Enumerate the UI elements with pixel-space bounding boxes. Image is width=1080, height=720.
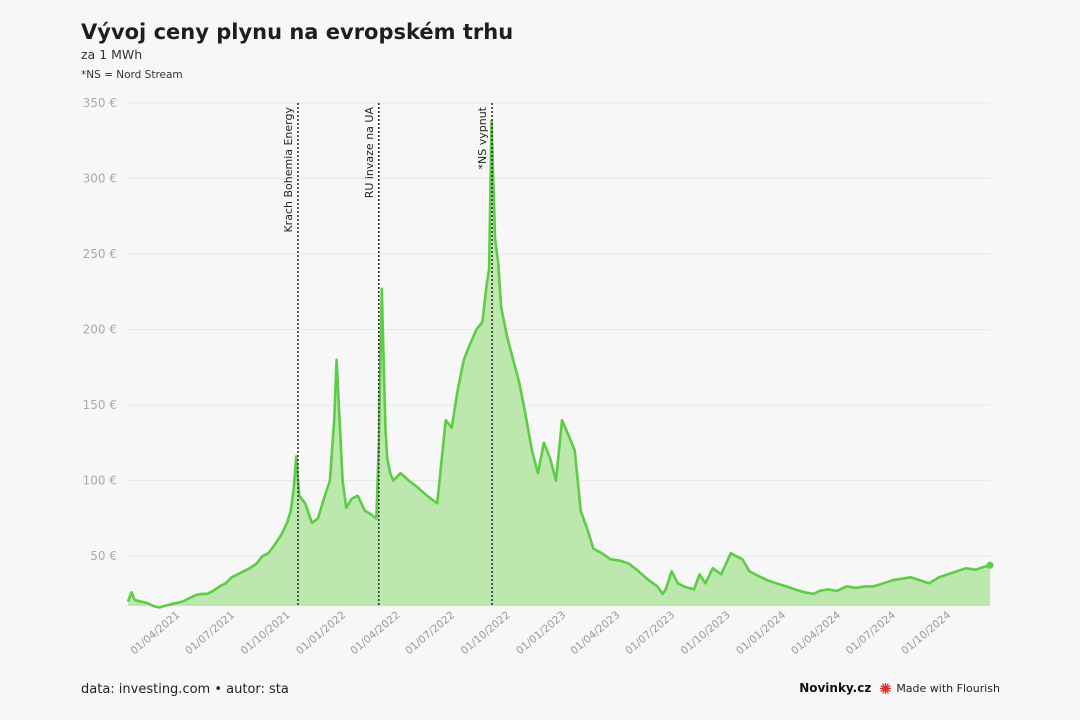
y-tick-label: 300 € [83, 172, 117, 186]
x-tick-label: 01/07/2022 [403, 609, 457, 657]
x-tick-label: 01/01/2022 [294, 609, 348, 657]
made-with-flourish-link[interactable]: Made with Flourish [879, 682, 1000, 695]
x-tick-label: 01/04/2023 [568, 609, 622, 657]
y-tick-label: 200 € [83, 323, 117, 337]
x-tick-label: 01/04/2024 [789, 609, 843, 657]
annotation-label: *NS vypnut [476, 106, 489, 169]
x-tick-label: 01/10/2024 [899, 609, 953, 657]
annotation-label: RU invaze na UA [363, 107, 376, 199]
x-tick-label: 01/07/2021 [183, 609, 237, 657]
footnote-note: *NS = Nord Stream [81, 69, 183, 81]
series-line [126, 119, 991, 609]
brand-logo[interactable]: Novinky.cz [799, 681, 872, 695]
series-area [128, 121, 990, 608]
grid-lines [128, 102, 990, 557]
y-tick-label: 350 € [83, 96, 117, 110]
annotations: Krach Bohemia Energy RU invaze na UA *NS v… [282, 103, 493, 606]
y-tick-label: 250 € [83, 247, 117, 261]
x-tick-label: 01/07/2024 [844, 609, 898, 657]
x-tick-label: 01/10/2023 [679, 609, 733, 657]
flourish-icon [880, 682, 892, 694]
y-tick-label: 100 € [83, 474, 117, 488]
x-tick-label: 01/04/2022 [348, 609, 402, 657]
x-tick-label: 01/04/2021 [128, 609, 182, 657]
x-tick-label: 01/10/2021 [239, 609, 293, 657]
source-credit: data: investing.com • autor: sta [81, 682, 289, 697]
footer-branding: Novinky.cz Made with Flourish [799, 681, 1000, 695]
subtitle: za 1 MWh [81, 47, 143, 62]
x-tick-label: 01/10/2022 [459, 609, 513, 657]
y-tick-label: 50 € [90, 549, 117, 563]
plot-area [126, 119, 994, 609]
y-axis: 50 € 100 € 150 € 200 € 250 € 300 € 350 € [83, 96, 117, 563]
y-tick-label: 150 € [83, 398, 117, 412]
annotation-label: Krach Bohemia Energy [282, 107, 295, 233]
x-tick-label: 01/07/2023 [623, 609, 677, 657]
series-end-point[interactable] [986, 561, 994, 569]
x-tick-label: 01/01/2023 [514, 609, 568, 657]
x-tick-label: 01/01/2024 [734, 609, 788, 657]
x-axis: 01/04/2021 01/07/2021 01/10/2021 01/01/2022… [128, 609, 953, 657]
made-with-flourish-label: Made with Flourish [896, 681, 1000, 695]
page-title: Vývoj ceny plynu na evropském trhu [81, 20, 514, 44]
